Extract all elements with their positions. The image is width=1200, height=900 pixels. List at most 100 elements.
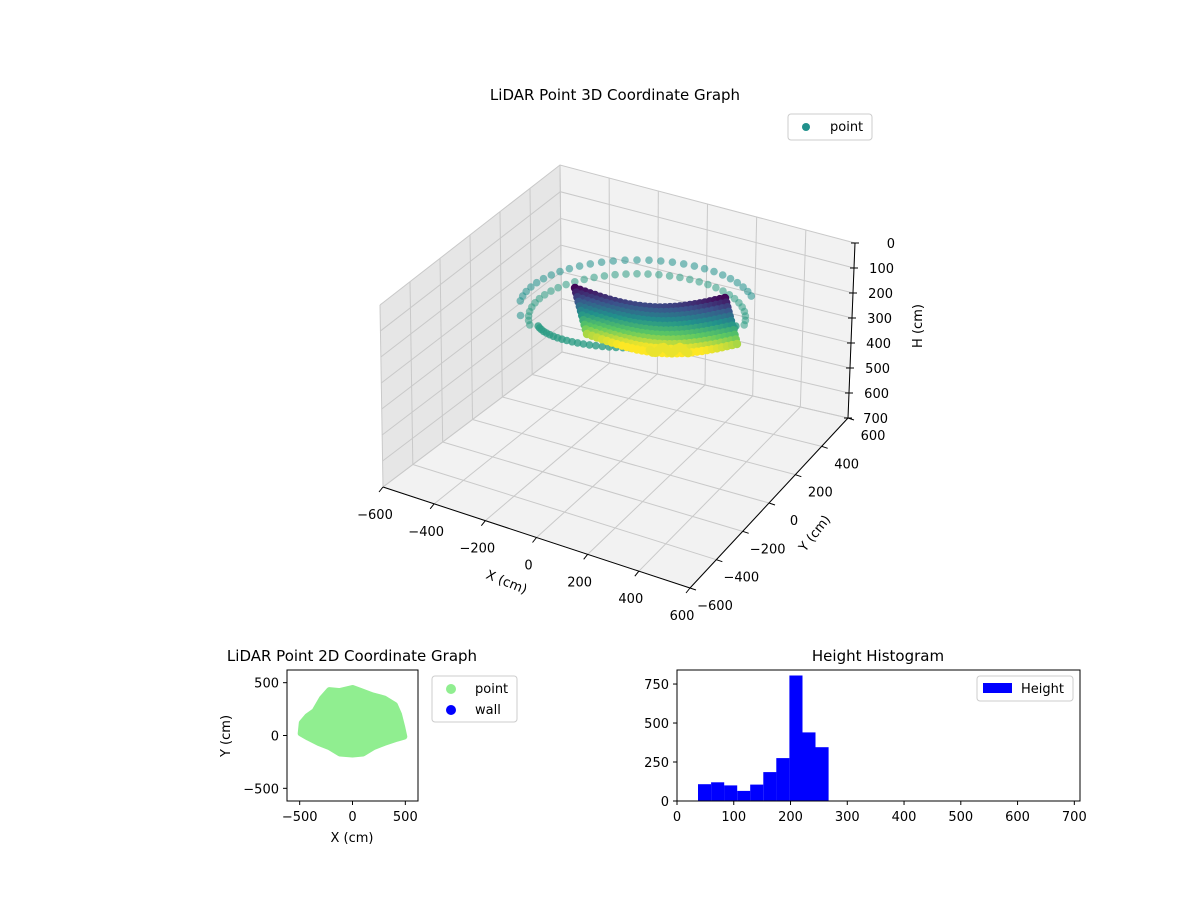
x-tick-label: 300 [835,810,860,825]
point-marker [575,262,584,270]
point-marker [718,271,727,279]
point-marker [586,260,595,268]
point-marker [580,275,588,284]
point-marker [712,283,720,292]
point-marker [532,278,541,287]
y-tick-label: 400 [834,457,859,472]
point-marker [704,280,712,289]
grid-line [499,211,503,398]
point-marker [710,267,718,276]
point-marker [733,278,742,287]
x-axis-label: X (cm) [331,831,374,846]
z-axis-label: H (cm) [911,304,926,348]
x-tick-label: 600 [670,609,695,624]
grid-line [379,304,384,488]
point-marker [590,273,598,282]
chart-3d-title: LiDAR Point 3D Coordinate Graph [490,86,740,104]
point-marker [739,283,747,291]
z-tick-label: 100 [869,262,894,277]
y-tick-label: −500 [243,782,279,797]
x-tick-label: 200 [778,810,803,825]
histogram-bar [815,747,829,801]
y-tick-label: 600 [861,429,886,444]
point-marker [633,270,641,278]
x-tick-mark [532,537,537,543]
z-tick-label: 400 [866,337,891,352]
chart-2d-panel: LiDAR Point 2D Coordinate Graph −500 0 500 −… [219,647,518,846]
legend-3d: point [787,113,873,141]
histogram-bar [698,784,712,801]
y-tick-label: 0 [661,795,669,810]
z-tick-label: 500 [865,362,890,377]
point-marker [621,256,629,265]
legend-marker-wall [446,705,456,715]
grid-line [380,217,854,358]
point-marker [700,264,709,273]
point-marker [600,272,609,280]
histogram-bar [763,772,777,801]
point-marker [655,270,663,279]
plot-frame-hist [676,669,1081,802]
grid-line [380,191,855,332]
grid-line [469,234,473,420]
x-tick-label: −400 [408,525,444,540]
point-marker [679,260,688,268]
y-tick-label: −400 [723,571,759,586]
x-tick-label: −500 [282,810,318,825]
x-tick-label: 500 [948,810,973,825]
y-tick-label: 0 [790,514,798,529]
y-tick-mark [742,530,749,534]
point-marker [719,287,727,295]
point-marker [645,256,653,265]
x-tick-label: 700 [1062,810,1087,825]
point-marker [657,257,665,265]
x-tick-label: −200 [459,542,495,557]
y-tick-label: 250 [644,756,669,771]
x-tick-label: 600 [1005,810,1030,825]
point-marker [527,283,535,291]
point-marker [622,270,630,278]
point-marker [726,274,735,283]
grid-line [382,351,849,488]
point-marker [690,262,699,270]
point-marker [732,339,742,349]
point-marker [644,270,652,278]
x-tick-mark [378,486,384,493]
point-marker [535,294,544,303]
y-tick-mark [768,502,776,506]
x-tick-label: 0 [673,810,681,825]
histogram-bar [776,758,790,801]
x-tick-label: 100 [721,810,746,825]
legend-marker-point [802,123,810,131]
x-tick-mark [480,520,486,526]
point-marker [686,275,694,284]
grid-line [559,164,563,353]
legend-marker-point [446,684,456,694]
point-marker [562,280,570,289]
point-marker [695,278,703,286]
point-marker [565,264,574,273]
point-marker [547,287,555,295]
z-tick-label: 0 [887,237,895,252]
grid-line [799,229,807,408]
x-axis-label: X (cm) [484,568,529,598]
point-marker [579,340,588,348]
grid-line [529,188,533,375]
point-marker [571,278,579,286]
z-tick-label: 200 [868,287,893,302]
z-tick-label: 700 [863,412,888,427]
legend-swatch-height [983,683,1012,693]
chart-2d-title: LiDAR Point 2D Coordinate Graph [227,647,477,665]
point-marker [556,267,564,276]
y-tick-mark [716,559,723,563]
legend-label-wall: wall [475,703,501,718]
point-marker [592,341,600,350]
x-tick-mark [634,570,640,577]
point-marker [665,272,674,280]
back-pane-right [560,165,855,418]
y-tick-label: −200 [750,542,786,557]
point-marker [597,258,606,267]
x-tick-mark [685,587,691,594]
point-marker [676,273,684,282]
x-tick-mark [429,503,435,510]
